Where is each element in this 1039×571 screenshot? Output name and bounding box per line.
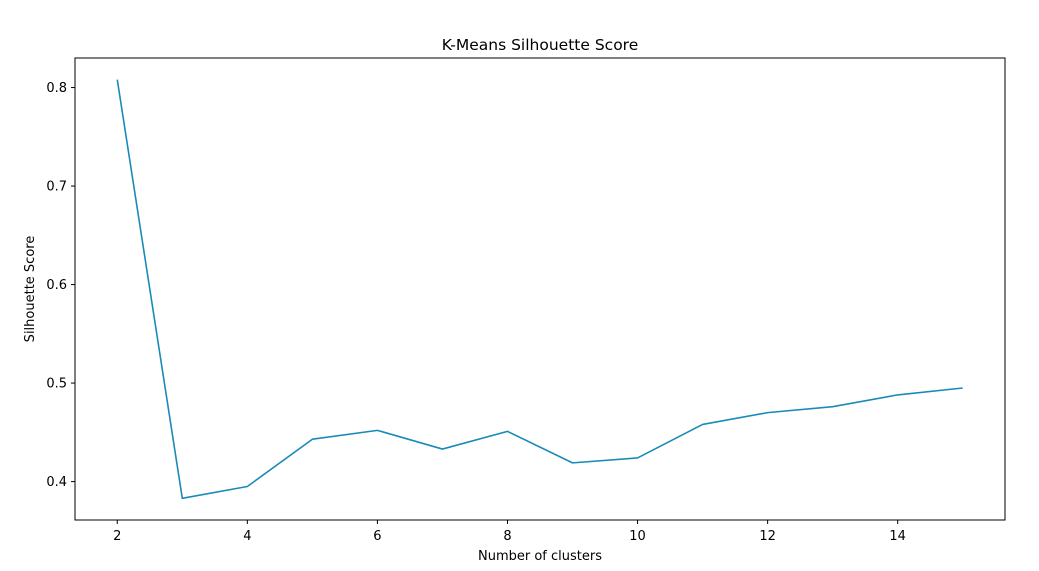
x-tick-label: 2 (113, 529, 121, 544)
x-tick-label: 8 (503, 529, 511, 544)
chart-title: K-Means Silhouette Score (442, 36, 639, 54)
series-line-0 (116, 79, 963, 500)
x-tick-label: 4 (243, 529, 251, 544)
y-tick-label: 0.7 (46, 180, 67, 195)
x-axis-label: Number of clusters (478, 549, 602, 564)
x-tick-label: 12 (759, 529, 776, 544)
y-tick-label: 0.5 (46, 377, 67, 392)
x-tick-label: 6 (373, 529, 381, 544)
plot-area (116, 79, 963, 500)
y-axis: 0.4 0.5 0.6 0.7 0.8 (46, 81, 75, 490)
y-tick-label: 0.8 (46, 81, 67, 96)
x-tick-label: 14 (889, 529, 906, 544)
y-tick-label: 0.4 (46, 475, 67, 490)
x-axis: 2 4 6 8 10 12 14 (113, 520, 906, 544)
y-axis-label: Silhouette Score (23, 236, 38, 343)
plot-frame (74, 57, 1006, 521)
x-tick-label: 10 (629, 529, 646, 544)
y-tick-label: 0.6 (46, 278, 67, 293)
